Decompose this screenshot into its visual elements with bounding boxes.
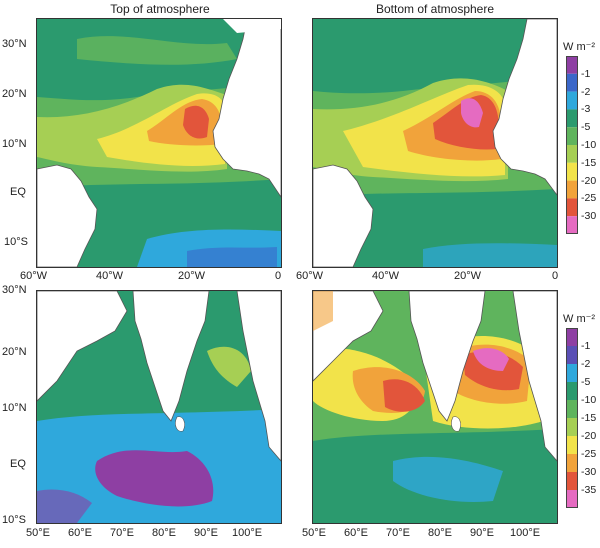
lon-label-bottom-right-60e: 60°E <box>344 527 368 539</box>
lon-label-top-right-20w: 20°W <box>454 270 482 282</box>
colorbar-swatch <box>566 382 578 400</box>
map-atlantic-boa <box>312 18 558 268</box>
colorbar-swatch <box>566 56 578 74</box>
colorbar-level-label: -20 <box>581 430 597 442</box>
colorbar-level-label: -3 <box>581 103 591 116</box>
colorbar-swatch <box>566 472 578 490</box>
lon-label-bottom-right-100e: 100°E <box>510 527 541 539</box>
lon-label-top-left-20w: 20°W <box>178 270 206 282</box>
lon-label-bottom-right-50e: 50°E <box>302 527 326 539</box>
lat-label-ind-10n: 10°N <box>2 402 27 414</box>
lat-label-ind-10s: 10°S <box>2 514 26 526</box>
lon-label-top-right-0: 0 <box>552 270 559 282</box>
title-bottom-of-atmosphere: Bottom of atmosphere <box>375 2 495 16</box>
colorbar-swatch <box>566 109 578 128</box>
colorbar-level-label: -5 <box>581 121 591 134</box>
lon-label-bottom-left-90e: 90°E <box>194 527 218 539</box>
lon-label-bottom-right-70e: 70°E <box>386 527 410 539</box>
lat-label-ind-eq: EQ <box>10 458 26 470</box>
colorbar-swatch <box>566 454 578 472</box>
colorbar-level-label: -25 <box>581 448 597 460</box>
map-indian-toa <box>36 290 282 524</box>
colorbar-level-label: -35 <box>581 484 597 496</box>
lat-label-atl-20n: 20°N <box>2 88 27 100</box>
colorbar-top-unit: W m⁻² <box>563 41 596 53</box>
colorbar-swatch <box>566 73 578 92</box>
colorbar-swatch <box>566 180 578 199</box>
colorbar-level-label: -1 <box>581 340 591 352</box>
lon-label-bottom-left-60e: 60°E <box>68 527 92 539</box>
colorbar-swatch <box>566 162 578 181</box>
colorbar-level-label: -15 <box>581 156 597 169</box>
colorbar-level-label: -2 <box>581 85 591 98</box>
lat-label-atl-10n: 10°N <box>2 138 27 150</box>
lon-label-bottom-left-100e: 100°E <box>232 527 263 539</box>
colorbar-level-label: -10 <box>581 139 597 151</box>
colorbar-swatch <box>566 346 578 364</box>
colorbar-level-label: -15 <box>581 412 597 424</box>
lon-label-bottom-left-50e: 50°E <box>26 527 50 539</box>
colorbar-swatch <box>566 127 578 145</box>
colorbar-swatch <box>566 418 578 436</box>
colorbar-level-label: -20 <box>581 174 597 187</box>
colorbar-level-label: -30 <box>581 210 597 223</box>
lon-label-top-right-60w: 60°W <box>296 270 324 282</box>
lat-label-atl-10s: 10°S <box>4 236 28 248</box>
colorbar-swatch <box>566 328 578 346</box>
colorbar-level-label: -2 <box>581 358 591 370</box>
lon-label-bottom-left-70e: 70°E <box>110 527 134 539</box>
colorbar-level-label: -30 <box>581 466 597 478</box>
lon-label-top-right-40w: 40°W <box>372 270 400 282</box>
colorbar-level-label: -10 <box>581 394 597 406</box>
colorbar-swatch <box>566 91 578 110</box>
colorbar-swatch <box>566 216 578 234</box>
map-atlantic-toa <box>36 18 282 268</box>
lat-label-atl-eq: EQ <box>10 186 26 198</box>
lat-label-ind-30n: 30°N <box>2 284 27 296</box>
colorbar-top <box>566 56 578 234</box>
colorbar-swatch <box>566 490 578 508</box>
colorbar-swatch <box>566 145 578 163</box>
lon-label-bottom-left-80e: 80°E <box>152 527 176 539</box>
colorbar-swatch <box>566 198 578 217</box>
colorbar-swatch <box>566 400 578 418</box>
lon-label-top-left-0: 0 <box>275 270 282 282</box>
lon-label-bottom-right-90e: 90°E <box>470 527 494 539</box>
colorbar-swatch <box>566 436 578 454</box>
lon-label-bottom-right-80e: 80°E <box>428 527 452 539</box>
colorbar-level-label: -1 <box>581 67 591 80</box>
lat-label-ind-20n: 20°N <box>2 346 27 358</box>
lon-label-top-left-40w: 40°W <box>96 270 124 282</box>
lat-label-atl-30n: 30°N <box>2 38 27 50</box>
lon-label-top-left-60w: 60°W <box>20 270 48 282</box>
colorbar-bottom <box>566 328 578 508</box>
title-top-of-atmosphere: Top of atmosphere <box>110 2 210 16</box>
colorbar-bottom-unit: W m⁻² <box>563 313 596 325</box>
colorbar-swatch <box>566 364 578 382</box>
colorbar-level-label: -5 <box>581 376 591 388</box>
map-indian-boa <box>312 290 558 524</box>
colorbar-level-label: -25 <box>581 192 597 205</box>
